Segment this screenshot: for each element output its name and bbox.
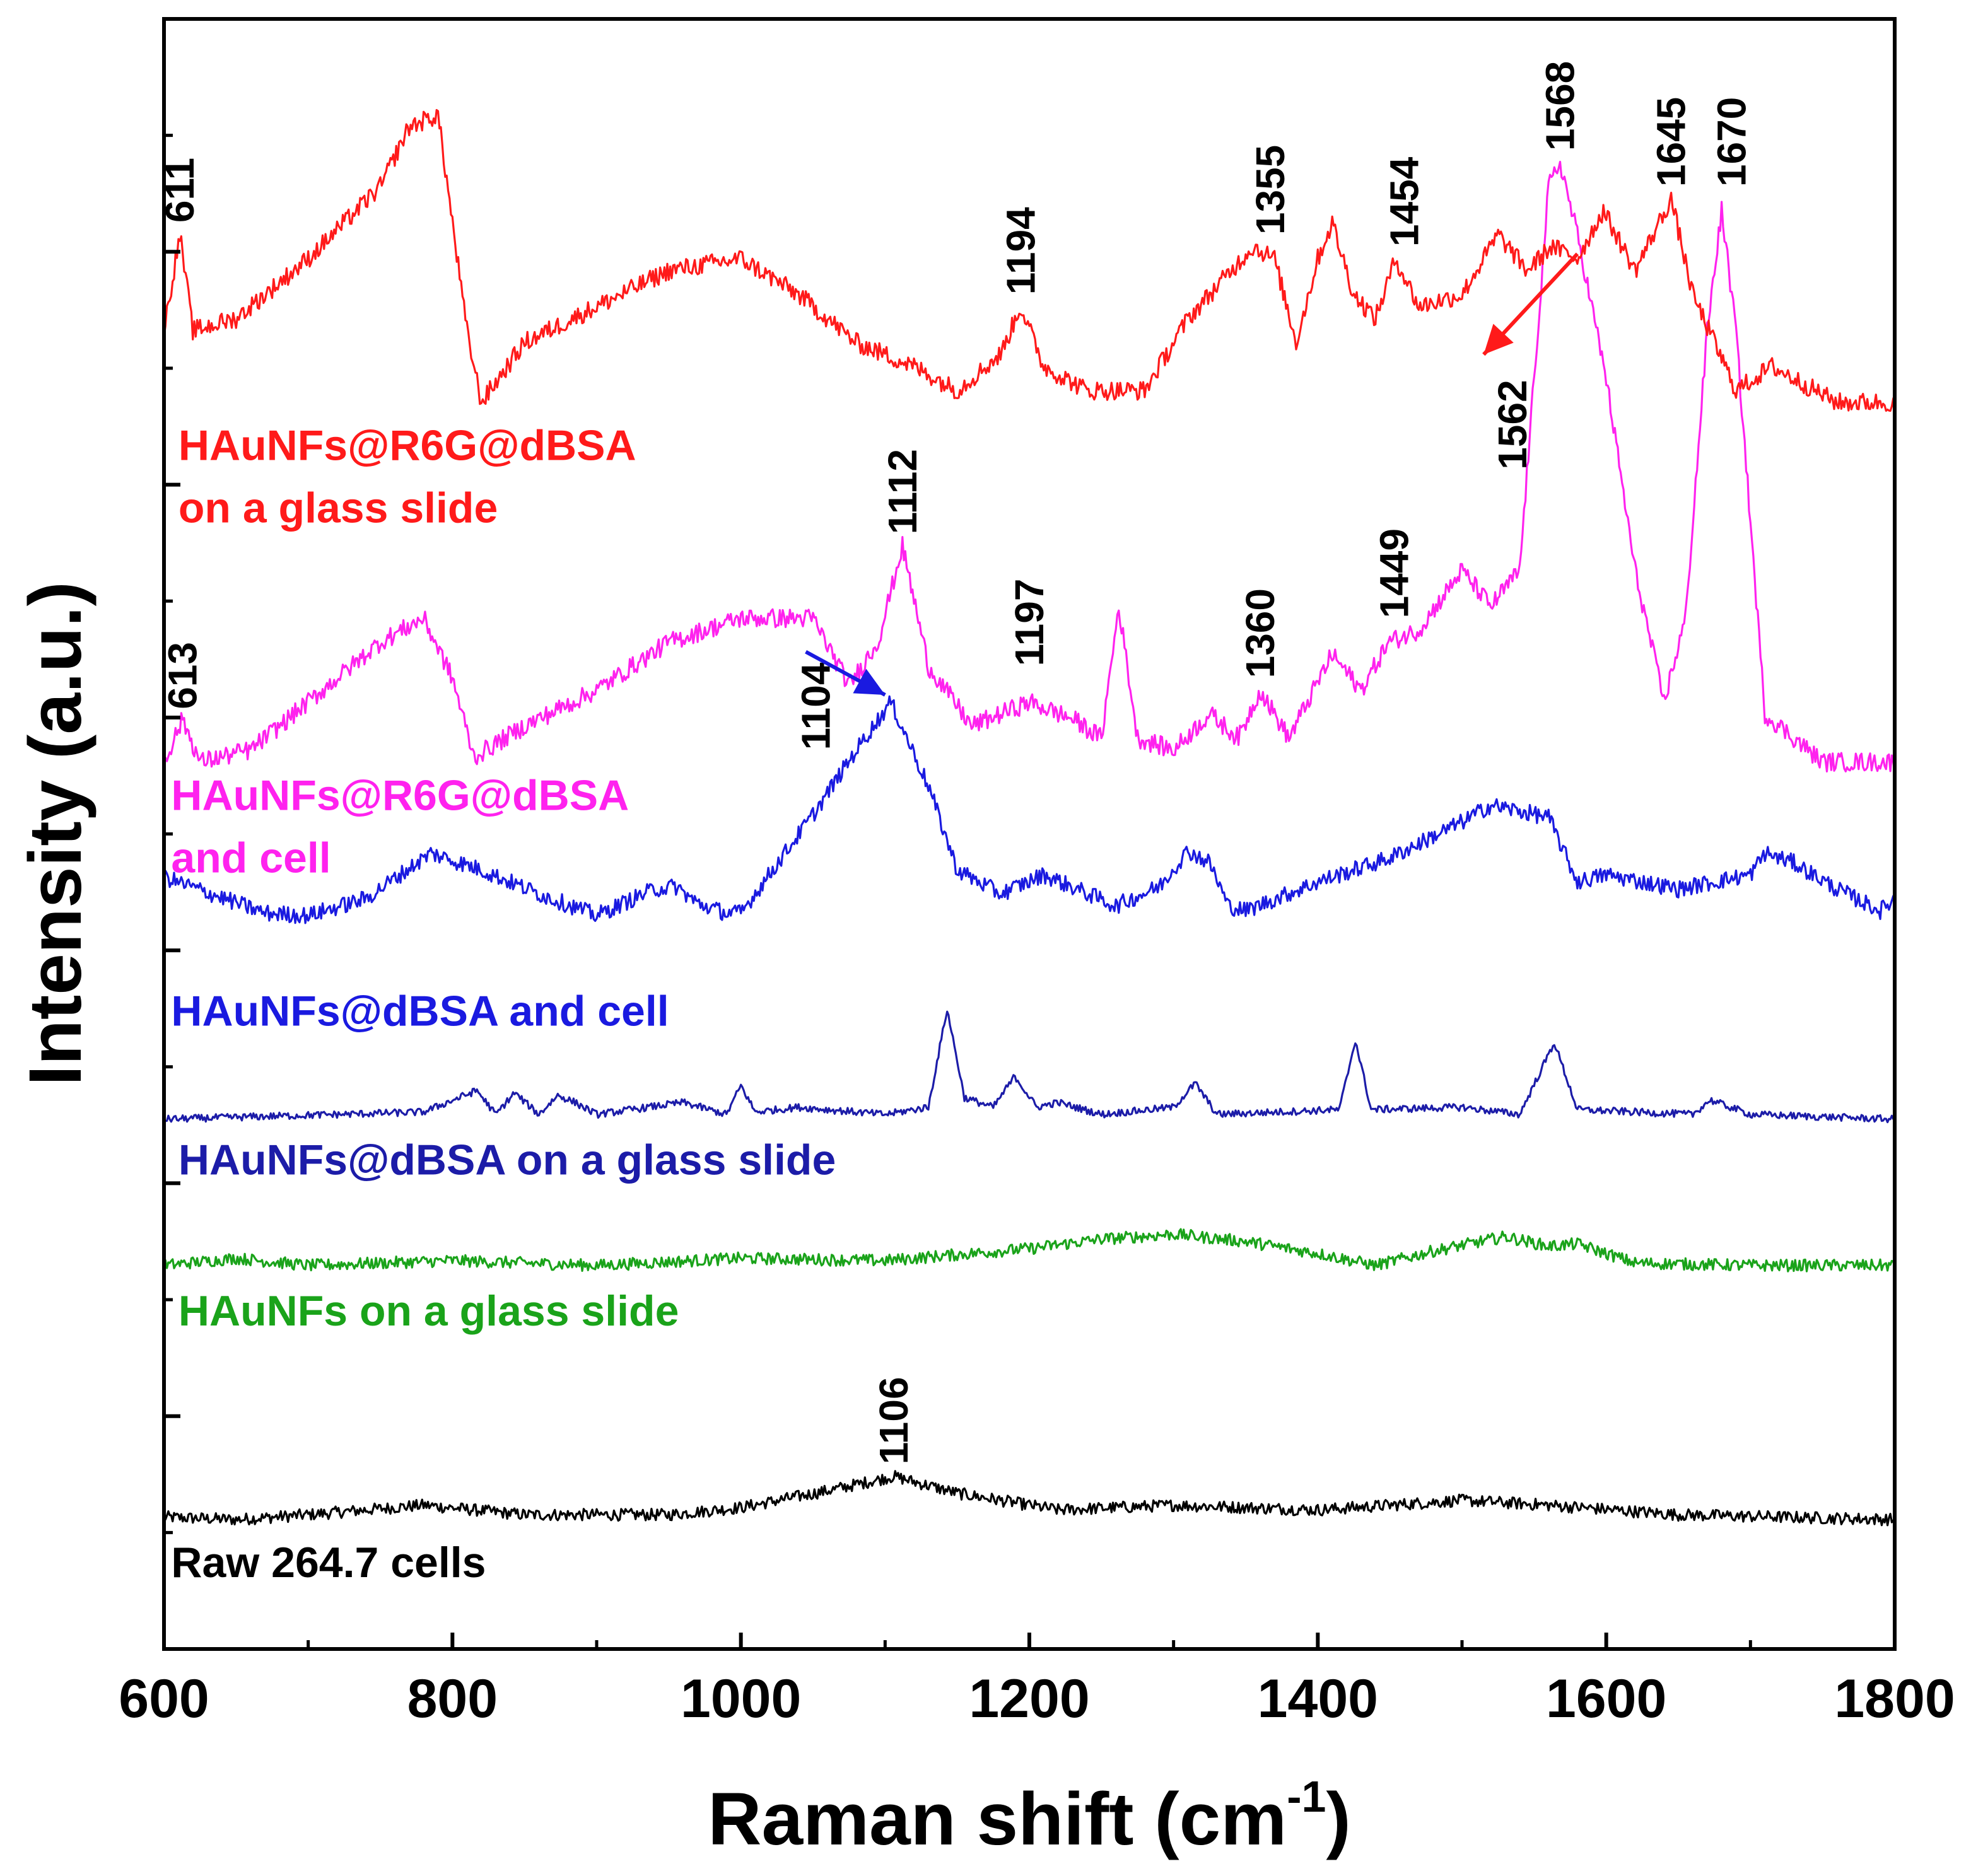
x-tick-label-4: 1400 <box>1258 1669 1378 1729</box>
x-axis-title-main: Raman shift (cm <box>708 1778 1287 1861</box>
peak-label-8: 613 <box>160 642 206 709</box>
series-line-1 <box>163 1228 1896 1273</box>
peak-label-11: 1360 <box>1237 588 1283 678</box>
peak-label-13: 1104 <box>793 662 839 750</box>
peak-label-6: 1670 <box>1709 97 1755 187</box>
peak-label-3: 1454 <box>1382 156 1427 247</box>
peak-label-1: 1194 <box>998 207 1043 294</box>
series-label-4: HAuNFs@dBSA and cell <box>171 988 669 1035</box>
x-axis-title: Raman shift (cm-1) <box>708 1772 1351 1861</box>
x-axis-ticks: 600 800 1000 1200 1400 1600 1800 <box>119 1633 1955 1729</box>
x-axis-title-superscript: -1 <box>1287 1772 1326 1821</box>
peak-label-9: 1112 <box>880 449 925 534</box>
series-label-6: HAuNFs on a glass slide <box>178 1287 679 1335</box>
series-label-0: HAuNFs@R6G@dBSA <box>178 421 636 469</box>
spectra-traces <box>163 108 1896 1527</box>
peak-label-5: 1645 <box>1649 97 1694 187</box>
peak-label-12: 1449 <box>1372 528 1417 618</box>
x-tick-label-1: 800 <box>407 1669 498 1729</box>
series-label-5: HAuNFs@dBSA on a glass slide <box>178 1136 836 1184</box>
series-labels: HAuNFs@R6G@dBSA on a glass slide HAuNFs@R6… <box>171 421 836 1586</box>
series-line-2 <box>163 1010 1895 1124</box>
x-tick-label-0: 600 <box>119 1669 209 1729</box>
peak-arrows <box>805 252 1579 697</box>
x-axis-title-end: ) <box>1326 1778 1350 1861</box>
x-tick-label-2: 1000 <box>681 1669 801 1729</box>
series-line-4 <box>163 160 1896 772</box>
series-line-0 <box>163 1470 1896 1527</box>
series-line-3 <box>163 695 1896 924</box>
series-label-7: Raw 264.7 cells <box>171 1539 486 1587</box>
series-label-3: and cell <box>171 834 330 882</box>
peak-label-7: 1562 <box>1490 380 1535 469</box>
y-axis-ticks <box>164 134 180 1534</box>
arrow-head-0 <box>1483 323 1514 355</box>
y-axis-title: Intensity (a.u.) <box>14 581 97 1086</box>
peak-label-14: 1106 <box>871 1377 916 1464</box>
x-tick-label-5: 1600 <box>1546 1669 1666 1729</box>
series-label-1: on a glass slide <box>178 484 498 532</box>
peak-label-2: 1355 <box>1248 145 1293 235</box>
peak-label-10: 1197 <box>1007 579 1052 667</box>
arrow-head-1 <box>853 668 886 696</box>
peak-label-4: 1568 <box>1538 61 1583 151</box>
series-label-2: HAuNFs@R6G@dBSA <box>171 771 629 819</box>
x-tick-label-3: 1200 <box>969 1669 1089 1729</box>
x-tick-label-6: 1800 <box>1834 1669 1955 1729</box>
series-line-5 <box>163 108 1896 412</box>
